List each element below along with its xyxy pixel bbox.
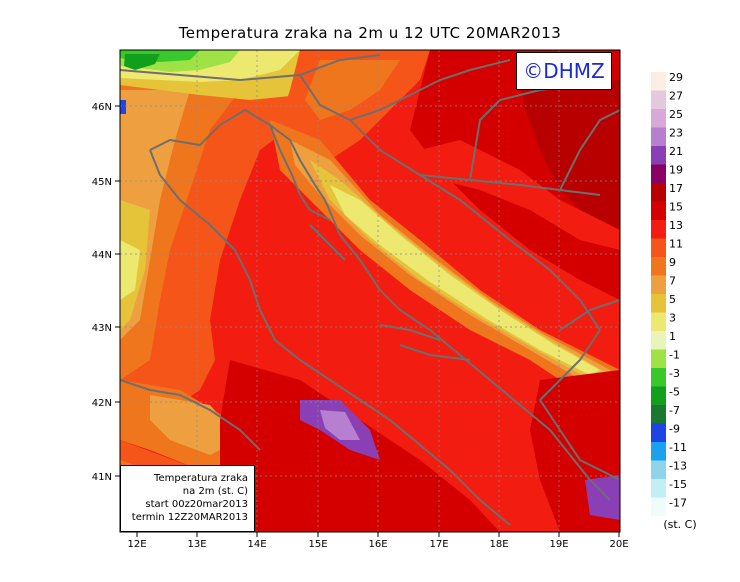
grid-lines bbox=[120, 50, 620, 532]
colorbar-label: -15 bbox=[669, 478, 687, 491]
axis-ticks bbox=[115, 105, 620, 537]
colorbar-swatch bbox=[651, 479, 666, 498]
dhmz-logo: ©DHMZ bbox=[516, 52, 612, 90]
colorbar-swatch bbox=[651, 460, 666, 479]
colorbar-swatch bbox=[651, 497, 666, 516]
lon-label: 17E bbox=[429, 539, 448, 550]
colorbar-swatch bbox=[651, 275, 666, 294]
colorbar: 29 27 25 23 21 19 17 15 13 11 9 7 5 3 1 -1 -3 -5 -7 -9 -11 -1… bbox=[651, 71, 687, 516]
colorbar-swatch bbox=[651, 331, 666, 350]
lon-labels: 12E 13E 14E 15E 16E 17E 18E 19E 20E bbox=[127, 539, 628, 550]
lon-label: 12E bbox=[127, 539, 146, 550]
colorbar-label: 23 bbox=[669, 127, 683, 140]
colorbar-swatch bbox=[651, 442, 666, 461]
colorbar-swatch bbox=[651, 146, 666, 165]
colorbar-label: -11 bbox=[669, 441, 687, 454]
colorbar-label: 11 bbox=[669, 238, 683, 251]
colorbar-swatch bbox=[651, 238, 666, 257]
lat-label: 44N bbox=[92, 250, 112, 261]
colorbar-swatch bbox=[651, 423, 666, 442]
colorbar-label: -1 bbox=[669, 349, 680, 362]
colorbar-label: 25 bbox=[669, 108, 683, 121]
colorbar-swatch bbox=[651, 386, 666, 405]
colorbar-label: 21 bbox=[669, 145, 683, 158]
info-line: Temperatura zraka bbox=[154, 473, 248, 484]
colorbar-swatch bbox=[651, 164, 666, 183]
info-box: Temperatura zraka na 2m (st. C) start 00… bbox=[120, 465, 255, 532]
colorbar-swatch bbox=[651, 368, 666, 387]
info-line: na 2m (st. C) bbox=[182, 486, 248, 497]
info-line: termin 12Z20MAR2013 bbox=[131, 512, 248, 523]
colorbar-label: -5 bbox=[669, 386, 680, 399]
colorbar-swatch bbox=[651, 405, 666, 424]
lat-label: 45N bbox=[92, 177, 112, 188]
lon-label: 16E bbox=[368, 539, 387, 550]
lon-label: 14E bbox=[247, 539, 266, 550]
temperature-field bbox=[120, 50, 620, 532]
lat-label: 43N bbox=[92, 323, 112, 334]
colorbar-swatch bbox=[651, 294, 666, 313]
colorbar-label: 27 bbox=[669, 90, 683, 103]
colorbar-label: -13 bbox=[669, 460, 687, 473]
info-line: start 00z20mar2013 bbox=[145, 499, 248, 510]
colorbar-swatch bbox=[651, 257, 666, 276]
colorbar-label: 1 bbox=[669, 330, 676, 343]
colorbar-swatch bbox=[651, 220, 666, 239]
lon-label: 18E bbox=[489, 539, 508, 550]
colorbar-label: 7 bbox=[669, 275, 676, 288]
lat-labels: 41N 42N 43N 44N 45N 46N bbox=[92, 102, 112, 483]
lon-label: 19E bbox=[549, 539, 568, 550]
colorbar-label: -9 bbox=[669, 423, 680, 436]
colorbar-swatch bbox=[651, 349, 666, 368]
colorbar-swatch bbox=[651, 201, 666, 220]
lon-label: 13E bbox=[187, 539, 206, 550]
colorbar-label: -7 bbox=[669, 404, 680, 417]
colorbar-label: 15 bbox=[669, 201, 683, 214]
colorbar-swatch bbox=[651, 183, 666, 202]
colorbar-swatch bbox=[651, 90, 666, 109]
lon-label: 15E bbox=[308, 539, 327, 550]
colorbar-swatch bbox=[651, 72, 666, 91]
plot-frame bbox=[119, 49, 621, 533]
colorbar-swatch bbox=[651, 312, 666, 331]
colorbar-label: -17 bbox=[669, 497, 687, 510]
colorbar-label: -3 bbox=[669, 367, 680, 380]
colorbar-label: 5 bbox=[669, 293, 676, 306]
colorbar-label: 3 bbox=[669, 312, 676, 325]
colorbar-label: 9 bbox=[669, 256, 676, 269]
colorbar-swatch bbox=[651, 109, 666, 128]
colorbar-unit: (st. C) bbox=[663, 518, 696, 531]
colorbar-label: 19 bbox=[669, 164, 683, 177]
colorbar-label: 17 bbox=[669, 182, 683, 195]
lon-label: 20E bbox=[609, 539, 628, 550]
lat-label: 42N bbox=[92, 398, 112, 409]
colorbar-label: 13 bbox=[669, 219, 683, 232]
lat-label: 41N bbox=[92, 472, 112, 483]
lat-label: 46N bbox=[92, 102, 112, 113]
colorbar-label: 29 bbox=[669, 71, 683, 84]
map-title: Temperatura zraka na 2m u 12 UTC 20MAR20… bbox=[178, 24, 562, 42]
colorbar-swatch bbox=[651, 127, 666, 146]
